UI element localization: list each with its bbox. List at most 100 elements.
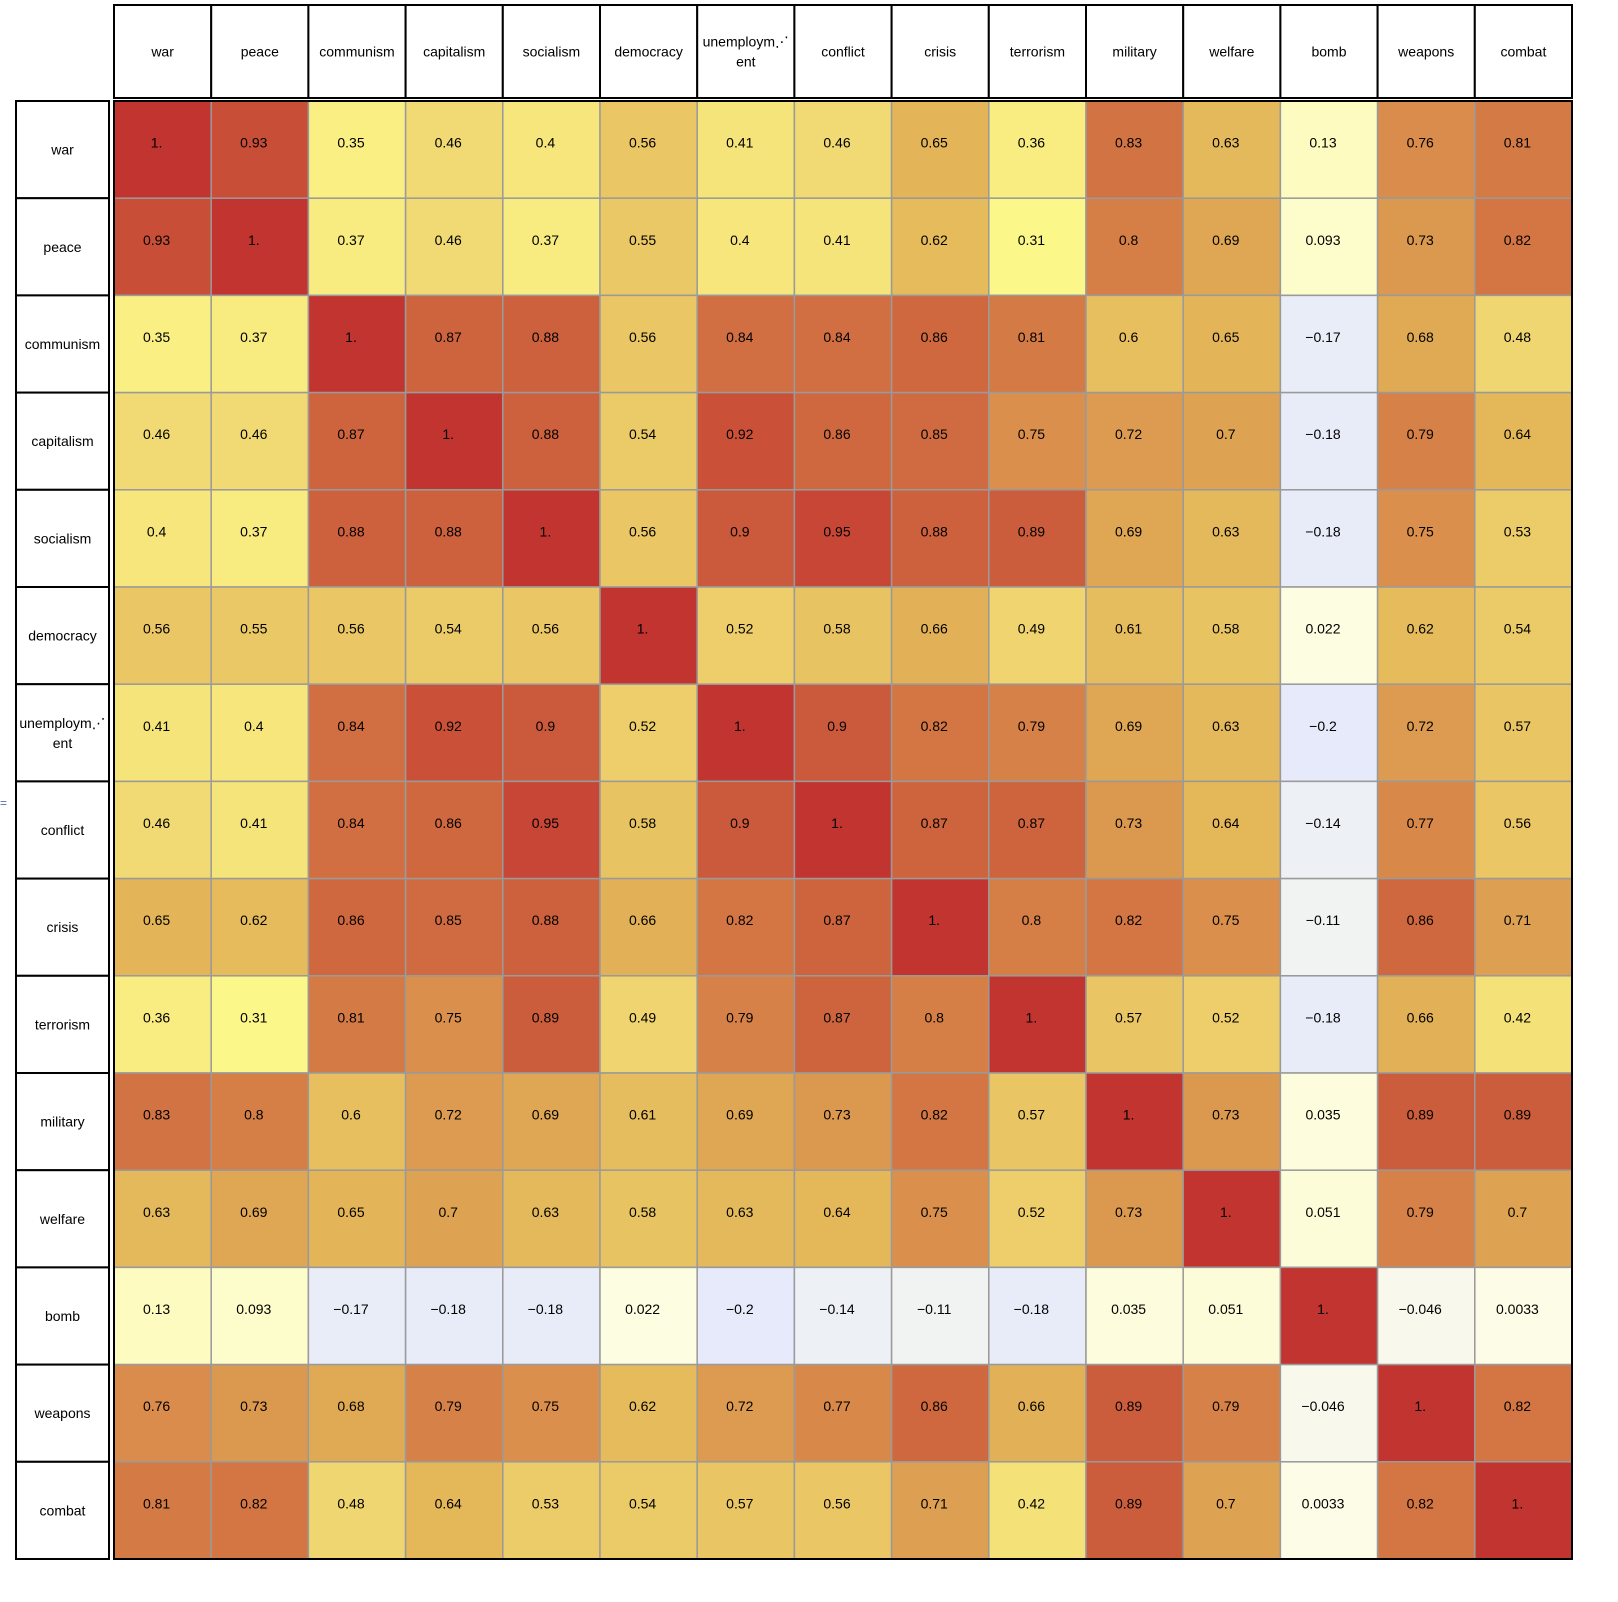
cell-value-label: 0.86 <box>337 912 364 928</box>
row-header-box <box>15 974 110 1074</box>
cell-value-label: −0.17 <box>1305 329 1341 345</box>
cell-value-label: 0.95 <box>823 523 850 539</box>
heatmap-cell <box>502 1461 601 1560</box>
cell-value-label: 0.051 <box>1208 1301 1243 1317</box>
heatmap-cell <box>307 100 407 199</box>
row-header-welfare: welfare <box>39 1211 85 1227</box>
heatmap-cell <box>1279 1363 1379 1463</box>
cell-value-label: 0.73 <box>1407 232 1434 248</box>
heatmap-cell <box>1376 975 1476 1074</box>
cell-value-label: 1. <box>831 815 843 831</box>
column-header-peace: peace <box>241 44 279 60</box>
cell-value-label: 0.41 <box>823 232 850 248</box>
cell-value-label: 0.84 <box>337 815 364 831</box>
cell-value-label: 0.4 <box>244 718 264 734</box>
cell-value-label: 1. <box>1317 1301 1329 1317</box>
row-header-weapons: weapons <box>33 1405 90 1421</box>
cell-value-label: 0.8 <box>1022 912 1042 928</box>
cell-value-label: 1. <box>928 912 940 928</box>
heatmap-cell <box>599 294 698 394</box>
heatmap-cell <box>1474 1266 1573 1366</box>
cell-value-label: −0.2 <box>1309 718 1337 734</box>
cell-value-label: 0.56 <box>823 1495 850 1511</box>
cell-value-label: 0.82 <box>921 718 948 734</box>
cell-value-label: 0.0033 <box>1302 1495 1345 1511</box>
cell-value-label: 0.62 <box>629 1398 656 1414</box>
heatmap-cell <box>404 1266 504 1366</box>
cell-value-label: 0.61 <box>629 1107 656 1123</box>
heatmap-cell <box>502 780 601 880</box>
heatmap-cell <box>307 975 407 1074</box>
cell-value-label: 0.8 <box>1119 232 1139 248</box>
heatmap-cell <box>1474 1169 1573 1269</box>
cell-value-label: 0.56 <box>337 621 364 637</box>
row-header-box <box>15 391 110 491</box>
cell-value-label: −0.18 <box>430 1301 466 1317</box>
cell-value-label: 0.58 <box>1212 621 1239 637</box>
cell-value-label: 0.9 <box>827 718 847 734</box>
heatmap-cell <box>988 391 1087 491</box>
heatmap-cell <box>1182 489 1282 588</box>
row-header-crisis: crisis <box>47 919 79 935</box>
heatmap-cell <box>1182 975 1282 1074</box>
heatmap-cell <box>793 197 893 297</box>
cell-value-label: 0.65 <box>143 912 170 928</box>
cell-value-label: 0.66 <box>629 912 656 928</box>
heatmap-cell <box>404 1072 504 1171</box>
cell-value-label: 0.9 <box>536 718 556 734</box>
column-header-box <box>987 4 1087 99</box>
heatmap-cell <box>696 391 796 491</box>
row-header-socialism: socialism <box>34 530 92 546</box>
heatmap-cell <box>1085 1363 1184 1463</box>
heatmap-cell <box>307 197 407 297</box>
heatmap-cell <box>1376 877 1476 977</box>
cell-value-label: 0.63 <box>1212 523 1239 539</box>
column-header-box <box>210 4 310 99</box>
heatmap-cell <box>502 1072 601 1171</box>
cell-value-label: 0.87 <box>823 912 850 928</box>
heatmap-cell <box>307 294 407 394</box>
cell-value-label: 0.85 <box>921 426 948 442</box>
cell-value-label: 1. <box>345 329 357 345</box>
cell-value-label: 0.82 <box>1115 912 1142 928</box>
heatmap-cell <box>696 877 796 977</box>
heatmap-cell <box>696 1363 796 1463</box>
cell-value-label: 0.72 <box>435 1107 462 1123</box>
cell-value-label: 0.65 <box>921 135 948 151</box>
cell-value-label: 0.55 <box>240 621 267 637</box>
cell-value-label: 0.88 <box>337 523 364 539</box>
heatmap-cell <box>1085 1072 1184 1171</box>
cell-value-label: 0.093 <box>1305 232 1340 248</box>
heatmap-cell <box>1279 197 1379 297</box>
column-headers: war peace communism capitalism socialism demo… <box>113 4 1574 99</box>
heatmap-cell <box>502 1169 601 1269</box>
heatmap-cell <box>1474 391 1573 491</box>
heatmap-cell <box>988 1461 1087 1560</box>
cell-value-label: 0.89 <box>1115 1398 1142 1414</box>
cell-value-label: 0.41 <box>143 718 170 734</box>
cell-value-label: 1. <box>734 718 746 734</box>
cell-value-label: 1. <box>1220 1204 1232 1220</box>
heatmap-cell <box>404 1363 504 1463</box>
cell-value-label: 0.63 <box>143 1204 170 1220</box>
heatmap-cell <box>1279 100 1379 199</box>
cell-value-label: −0.17 <box>333 1301 369 1317</box>
cell-value-label: 0.52 <box>1018 1204 1045 1220</box>
row-header-box <box>15 683 110 783</box>
cell-value-label: 0.72 <box>726 1398 753 1414</box>
cell-value-label: −0.11 <box>917 1301 952 1317</box>
cell-value-label: 0.035 <box>1111 1301 1146 1317</box>
heatmap-cell <box>1279 1072 1379 1171</box>
cell-value-label: 0.73 <box>1115 815 1142 831</box>
cell-value-label: 1. <box>442 426 454 442</box>
heatmap-cell <box>696 780 796 880</box>
cell-value-label: 0.69 <box>1115 523 1142 539</box>
cell-value-label: 0.63 <box>726 1204 753 1220</box>
cell-value-label: 0.0033 <box>1496 1301 1539 1317</box>
cell-value-label: 0.83 <box>143 1107 170 1123</box>
row-header-capitalism: capitalism <box>31 433 93 449</box>
cell-value-label: 0.42 <box>1504 1009 1531 1025</box>
heatmap-cell <box>599 975 698 1074</box>
cell-value-label: 0.36 <box>143 1009 170 1025</box>
